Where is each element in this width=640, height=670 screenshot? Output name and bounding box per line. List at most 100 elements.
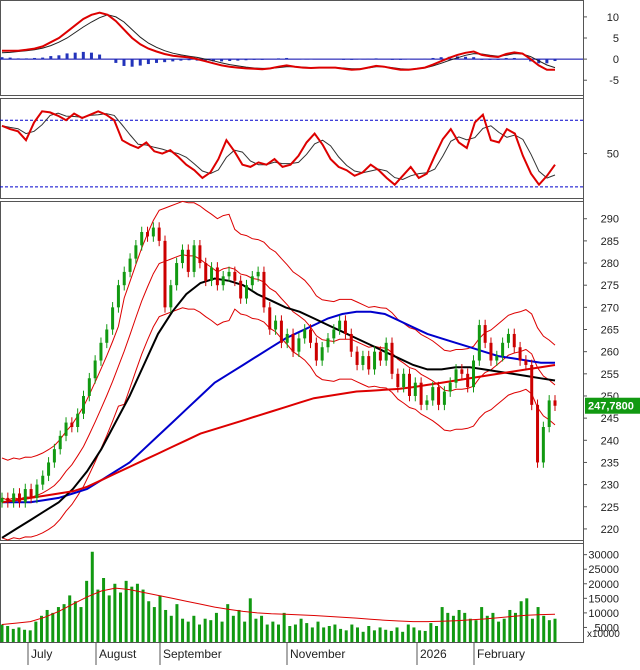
candle-body [431,387,435,401]
candle-body [390,342,394,374]
candle-body [477,325,481,361]
candle-body [454,369,458,383]
candle-body [495,356,499,361]
candle-body [17,493,21,503]
candle-body [116,285,120,308]
candle-body [419,382,423,405]
volume-average-line [1,587,556,625]
candle-body [175,263,179,286]
price-y-tick-label: 285 [601,236,619,248]
candle-body [87,378,91,396]
volume-unit-label: x10000 [587,629,620,640]
rsi-line [1,110,556,187]
candle-body [483,325,487,343]
candle-body [0,497,4,503]
candle-body [437,387,441,405]
candle-body [512,333,516,348]
x-axis-label: February [477,647,525,661]
candle-body [320,347,324,361]
candle-body [134,245,138,259]
macd-y-tick-label: 10 [607,12,619,24]
candle-body [157,227,161,241]
candle-body [489,342,493,361]
candle-body [361,356,365,365]
price-y-tick-label: 290 [601,214,619,226]
candle-body [384,342,388,361]
candle-body [70,422,74,427]
price-y-tick-label: 260 [601,347,619,359]
macd-y-tick-label: 0 [613,54,619,66]
price-y-tick-label: 280 [601,258,619,270]
candle-body [146,232,150,237]
candle-body [35,484,39,498]
price-y-tick-label: 220 [601,524,619,536]
bollinger-upper-band [1,200,556,461]
candle-body [128,258,132,272]
macd-signal-line [1,14,556,70]
candle-body [256,271,260,277]
candle-body [501,342,505,357]
candle-body [541,427,545,463]
rsi-y-tick-label: 50 [607,149,619,161]
candle-body [349,333,353,352]
candle-body [448,382,452,392]
candle-body [518,347,522,361]
price-y-tick-label: 240 [601,435,619,447]
candle-body [244,285,248,299]
price-y-tick-label: 230 [601,480,619,492]
candle-body [326,338,330,348]
candle-body [52,449,56,463]
candle-body [442,391,446,405]
macd-y-tick-label: -5 [609,75,619,87]
last-price-label: 247,7800 [588,401,634,413]
candle-body [530,364,534,405]
price-y-tick-label: 270 [601,302,619,314]
candle-body [338,320,342,330]
candle-body [239,280,243,299]
candle-body [547,400,551,427]
moving-average-line-2 [1,277,556,539]
candle-body [291,333,295,352]
candle-body [314,342,318,361]
candle-body [279,320,283,343]
candle-body [343,320,347,334]
price-y-tick-label: 235 [601,457,619,469]
candle-body [233,271,237,281]
x-axis-label: July [31,647,52,661]
price-y-tick-label: 255 [601,369,619,381]
candle-body [274,320,278,330]
bollinger-mid-band [1,254,556,501]
candle-body [111,307,115,330]
candle-body [553,400,557,406]
volume-y-tick-label: 20000 [588,579,619,591]
candle-body [140,232,144,246]
price-y-tick-label: 225 [601,502,619,514]
candle-body [210,267,214,281]
candle-body [460,369,464,374]
candle-body [221,276,225,286]
macd-panel-frame [0,0,584,96]
candle-body [81,395,85,414]
candle-body [163,240,167,308]
candle-body [180,249,184,264]
candle-body [99,342,103,361]
candle-body [58,435,62,450]
price-y-tick-label: 275 [601,280,619,292]
candle-body [169,285,173,308]
bollinger-lower-band [1,307,556,541]
candle-body [268,307,272,330]
candle-body [413,382,417,396]
last-price-badge [585,397,640,414]
macd-line [2,11,555,71]
candle-body [536,404,540,463]
candle-body [64,422,68,436]
candle-body [378,351,382,361]
candle-body [12,493,16,503]
volume-y-tick-label: 30000 [588,550,619,562]
candle-body [506,333,510,343]
volume-y-tick-label: 25000 [588,564,619,576]
candle-body [105,329,109,343]
volume-y-tick-label: 5000 [595,622,619,634]
candle-body [198,245,202,264]
